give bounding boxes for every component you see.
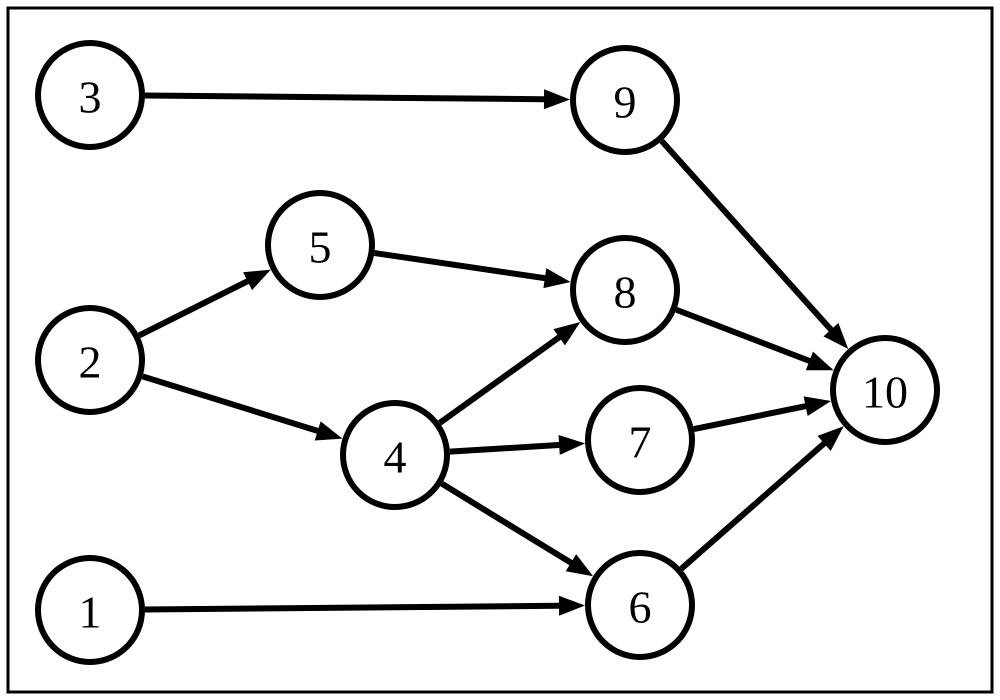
node-label-3: 3: [79, 72, 102, 123]
node-label-9: 9: [614, 77, 637, 128]
node-5: 5: [268, 193, 372, 297]
node-label-1: 1: [79, 587, 102, 638]
arrowhead-8-10: [806, 352, 834, 371]
edge-6-10: [681, 436, 833, 569]
node-label-5: 5: [309, 222, 332, 273]
node-6: 6: [588, 553, 692, 657]
edge-4-8: [440, 330, 569, 423]
edge-3-9: [145, 96, 556, 100]
node-2: 2: [38, 308, 142, 412]
node-7: 7: [588, 388, 692, 492]
arrowhead-7-10: [804, 396, 831, 416]
arrowhead-4-7: [559, 435, 586, 455]
edge-4-7: [450, 444, 571, 451]
node-9: 9: [573, 48, 677, 152]
network-diagram: 1 2 3 4 5 6 7 8 9 10: [0, 0, 1000, 700]
node-1: 1: [38, 558, 142, 662]
edge-9-10: [662, 141, 839, 338]
node-8: 8: [573, 238, 677, 342]
node-3: 3: [38, 43, 142, 147]
node-label-8: 8: [614, 267, 637, 318]
edge-2-5: [139, 276, 258, 335]
arrowhead-1-6: [559, 596, 585, 616]
node-label-6: 6: [629, 582, 652, 633]
edge-2-4: [143, 376, 329, 434]
edge-7-10: [694, 404, 817, 429]
arrowhead-2-4: [315, 421, 343, 440]
node-label-10: 10: [862, 367, 908, 418]
node-label-7: 7: [629, 417, 652, 468]
arrowhead-3-9: [544, 89, 570, 109]
node-label-2: 2: [79, 337, 102, 388]
arrowhead-4-6: [566, 554, 593, 576]
node-10: 10: [833, 338, 937, 442]
edge-4-6: [442, 484, 581, 569]
edge-8-10: [676, 310, 820, 365]
edge-1-6: [145, 606, 571, 610]
diagram-frame: [8, 8, 992, 692]
arrowhead-2-5: [243, 270, 271, 291]
arrowhead-5-8: [543, 268, 570, 288]
node-4: 4: [343, 403, 447, 507]
edge-5-8: [374, 253, 556, 280]
node-label-4: 4: [384, 432, 407, 483]
